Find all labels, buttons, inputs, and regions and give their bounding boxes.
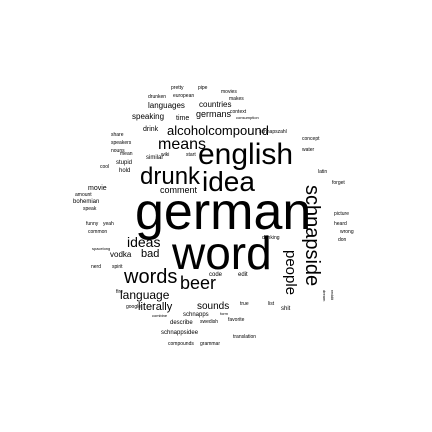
word-word: word	[172, 227, 272, 279]
word-european: european	[173, 93, 195, 99]
word-schnappsidee: schnappsidee	[161, 330, 199, 336]
word-share: share	[111, 132, 124, 138]
word-time: time	[176, 115, 190, 122]
word-hold: hold	[119, 168, 131, 174]
word-wrong: wrong	[340, 229, 354, 235]
word-nouns: nouns	[111, 148, 125, 154]
word-germans: germans	[196, 109, 232, 119]
word-pipe: pipe	[198, 85, 208, 91]
word-funny: funny	[86, 221, 99, 227]
word-schnapszahl: schnapszahl	[259, 129, 287, 135]
word-shit: shit	[281, 306, 291, 312]
word-common: common	[88, 229, 108, 235]
word-heard: heard	[334, 221, 347, 227]
word-english: english	[198, 138, 294, 171]
word-swedish: swedish	[200, 319, 219, 325]
word-drink: drink	[143, 126, 159, 133]
word-drinking: drinking	[262, 235, 280, 241]
word-german: german	[135, 183, 312, 241]
word-vodka: vodka	[110, 250, 132, 259]
word-movies: movies	[221, 89, 237, 95]
word-compounds: compounds	[168, 341, 194, 347]
word-google: google	[126, 304, 142, 310]
word-ideas: ideas	[127, 234, 161, 250]
word-code: code	[209, 272, 223, 278]
word-combine: combine	[152, 313, 168, 318]
word-schnapps: schnapps	[183, 312, 209, 318]
word-yeah: yeah	[103, 221, 114, 227]
word-true: true	[240, 301, 249, 307]
word-nerd: nerd	[91, 264, 102, 270]
word-list: list	[268, 301, 275, 307]
word-wiki: wiki	[161, 152, 170, 158]
word-spacelong: spacelong	[92, 246, 111, 251]
word-people: people	[282, 250, 299, 296]
word-context: context	[230, 109, 247, 115]
word-start: start	[186, 152, 196, 158]
word-speakers: speakers	[111, 140, 132, 146]
word-grammar: grammar	[200, 341, 221, 347]
word-forget: forget	[332, 180, 345, 186]
word-picture: picture	[334, 211, 350, 217]
word-languages: languages	[148, 101, 185, 110]
word-literally: literally	[138, 301, 173, 313]
word-countries: countries	[199, 100, 232, 109]
word-fire: fire	[116, 289, 123, 295]
word-bohemian: bohemian	[73, 199, 100, 205]
word-drunken: drunken	[148, 94, 167, 100]
word-comment: comment	[160, 185, 198, 195]
word-consumption: consumption	[236, 115, 259, 120]
word-stupid: stupid	[116, 160, 133, 166]
word-translation: translation	[233, 334, 257, 340]
word-speak: speak	[83, 206, 97, 212]
word-cool: cool	[100, 164, 110, 170]
word-beer: beer	[180, 273, 217, 293]
word-makes: makes	[229, 96, 244, 102]
word-bad: bad	[141, 248, 160, 260]
word-similar: similar	[146, 155, 164, 161]
word-idea: idea	[202, 166, 255, 197]
word-don: don	[338, 237, 347, 243]
word-water: water	[302, 147, 315, 153]
word-language: language	[120, 288, 170, 302]
word-dream: dream	[322, 290, 327, 302]
word-edit: edit	[238, 272, 248, 278]
word-spirit: spirit	[112, 264, 123, 270]
word-speaking: speaking	[132, 112, 165, 121]
word-concept: concept	[302, 136, 320, 142]
word-form: form	[220, 311, 228, 316]
word-mean: mean	[120, 151, 133, 157]
word-latin: latin	[318, 169, 328, 175]
word-drunk: drunk	[140, 163, 201, 190]
word-pretty: pretty	[171, 85, 184, 91]
word-reddit: reddit	[330, 290, 335, 301]
word-sounds: sounds	[197, 301, 230, 312]
word-movie: movie	[88, 185, 107, 192]
word-words: words	[124, 266, 178, 288]
word-means: means	[158, 136, 207, 153]
word-favorite: favorite	[228, 317, 245, 323]
word-alcoholcompound: alcoholcompound	[167, 123, 269, 138]
word-schnapside: schnapside	[301, 185, 323, 287]
word-amount: amount	[75, 192, 92, 198]
word-describe: describe	[170, 320, 193, 326]
